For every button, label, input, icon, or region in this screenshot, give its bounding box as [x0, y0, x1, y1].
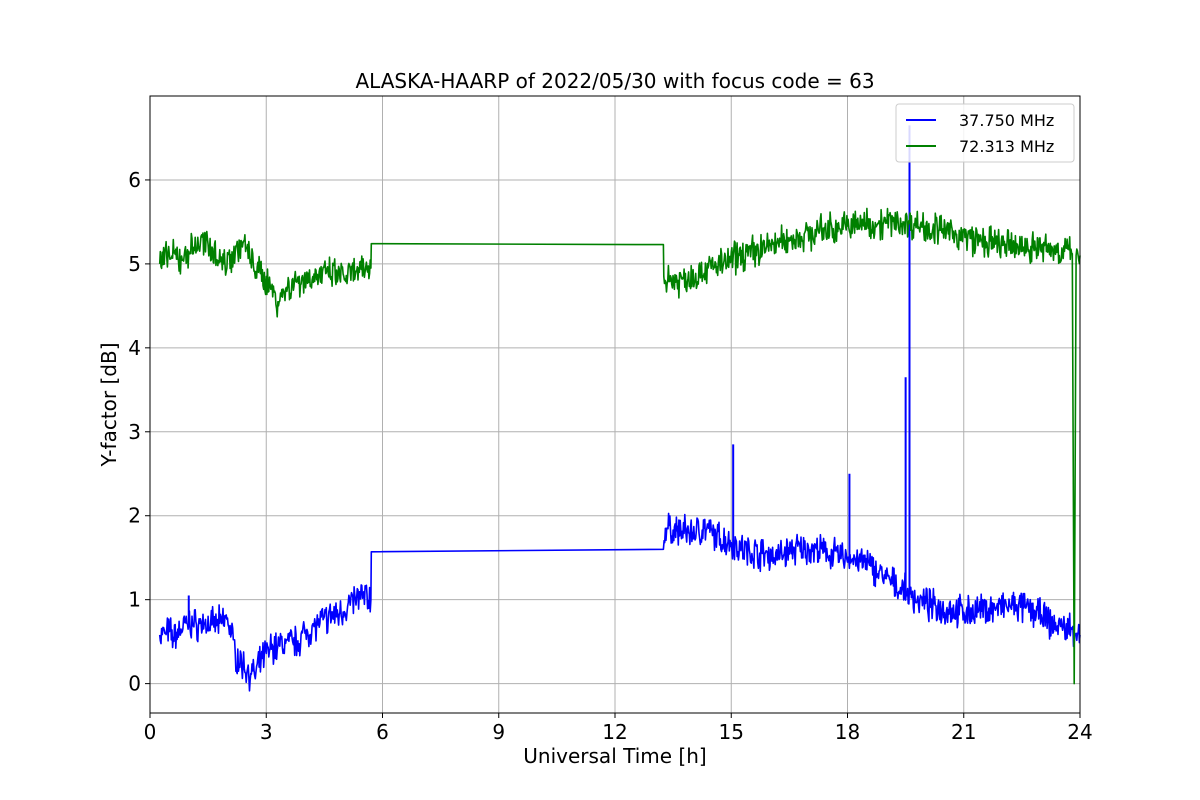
x-axis: 0 3 6 9 12 15 18 21 24 — [144, 713, 1093, 744]
y-tick-label: 0 — [128, 672, 141, 696]
y-tick-label: 6 — [128, 168, 141, 192]
chart-title: ALASKA-HAARP of 2022/05/30 with focus co… — [355, 69, 874, 93]
y-axis-title: Y-factor [dB] — [97, 342, 121, 467]
y-tick-label: 4 — [128, 336, 141, 360]
y-tick-label: 2 — [128, 504, 141, 528]
y-tick-label: 3 — [128, 420, 141, 444]
legend-box — [895, 103, 1075, 163]
x-tick-label: 21 — [951, 720, 976, 744]
y-tick-label: 5 — [128, 252, 141, 276]
x-tick-label: 12 — [602, 720, 627, 744]
legend-label: 72.313 MHz — [959, 137, 1054, 156]
y-axis: 0 1 2 3 4 5 6 — [128, 168, 150, 696]
y-tick-label: 1 — [128, 588, 141, 612]
x-tick-label: 24 — [1067, 720, 1092, 744]
x-tick-label: 3 — [260, 720, 273, 744]
series-line-2 — [158, 207, 1081, 685]
x-tick-label: 6 — [376, 720, 389, 744]
grid — [150, 96, 1080, 713]
x-tick-label: 0 — [144, 720, 157, 744]
x-tick-label: 15 — [719, 720, 744, 744]
series-layer — [158, 125, 1081, 692]
x-axis-title: Universal Time [h] — [523, 744, 706, 768]
x-tick-label: 18 — [835, 720, 860, 744]
x-tick-label: 9 — [492, 720, 505, 744]
legend-label: 37.750 MHz — [959, 111, 1054, 130]
legend: 37.750 MHz 72.313 MHz — [895, 103, 1075, 163]
series-line-1 — [158, 512, 1081, 692]
